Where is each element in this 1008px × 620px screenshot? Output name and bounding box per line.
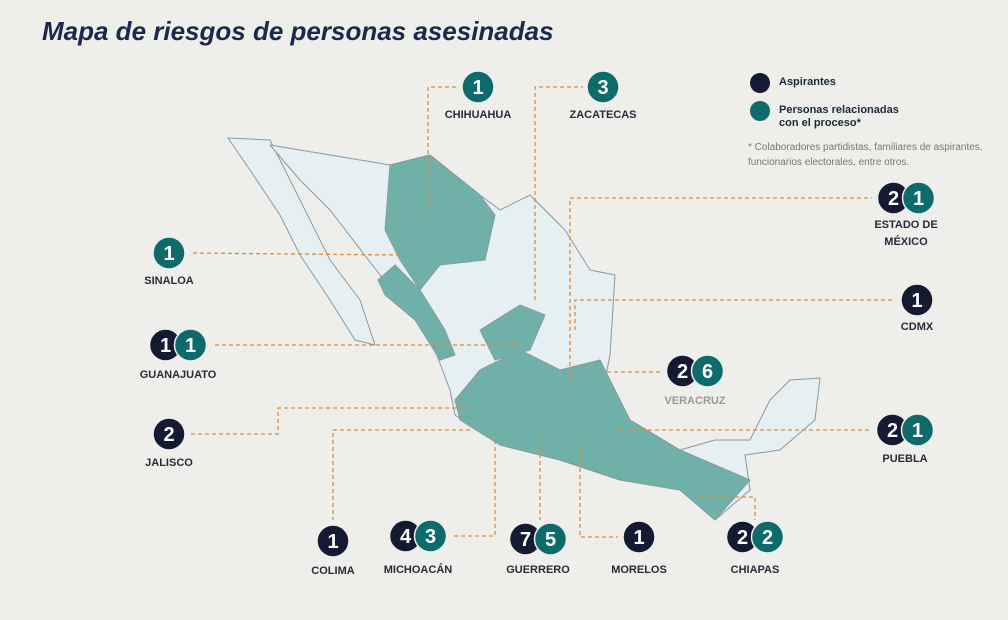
state-label: SINALOA [144,275,194,287]
count: 3 [597,77,608,99]
chihuahua-area [384,154,496,291]
count: 2 [888,188,899,210]
count: 2 [887,420,898,442]
state-label: JALISCO [145,457,193,469]
count-circle [900,413,935,447]
state-label: MICHOACÁN [383,564,453,576]
state-label: PUEBLA [882,453,928,465]
count: 1 [633,527,644,549]
title: Mapa de riesgos de personas asesinadas [42,16,554,46]
count-circle [152,417,186,451]
state-label: MORELOS [611,564,667,576]
count-circle [173,328,208,362]
count-circle [622,520,656,554]
state-label: GUANAJUATO [139,369,217,381]
state-label: CDMX [900,321,934,333]
zacatecas-area [479,304,546,361]
legend-label: Personas relacionadas con el proceso* [779,104,899,129]
state-label: COLIMA [311,565,355,577]
count: 1 [912,420,923,442]
state-label: ZACATECAS [569,109,637,121]
count: 4 [400,526,412,548]
count: 1 [160,335,171,357]
count: 1 [911,290,922,312]
state-label: CHIHUAHUA [444,109,512,121]
count: 1 [913,188,924,210]
count-circle [586,70,620,104]
count-circle [900,283,934,317]
count: 1 [163,243,174,265]
state-label: CHIAPAS [730,564,780,576]
count: 3 [425,526,436,548]
legend-swatch [750,101,770,121]
count-circle [152,236,186,270]
note: * Colaboradores partidistas, familiares … [748,142,983,168]
count: 2 [677,361,688,383]
count-circle [901,181,936,215]
count-circle [413,519,448,553]
south-area [454,349,751,521]
state-label: ESTADO DE MÉXICO [874,219,938,248]
count-circle [316,524,350,558]
state-label: GUERRERO [506,564,570,576]
count-circle [461,70,495,104]
count: 2 [737,527,748,549]
count: 1 [472,77,483,99]
baja-california [227,137,376,346]
count: 7 [520,529,531,551]
legend-label: Aspirantes [779,76,836,88]
connectors [189,86,895,538]
count-circle [533,522,568,556]
count-circle [690,354,725,388]
legend-swatch [750,73,770,93]
count: 1 [185,335,196,357]
count: 1 [327,531,338,553]
count: 6 [702,361,713,383]
state-label: VERACRUZ [664,395,726,407]
count: 2 [762,527,773,549]
count: 2 [163,424,174,446]
sinaloa-area [377,264,456,361]
count-circle [750,520,785,554]
count: 5 [545,529,556,551]
